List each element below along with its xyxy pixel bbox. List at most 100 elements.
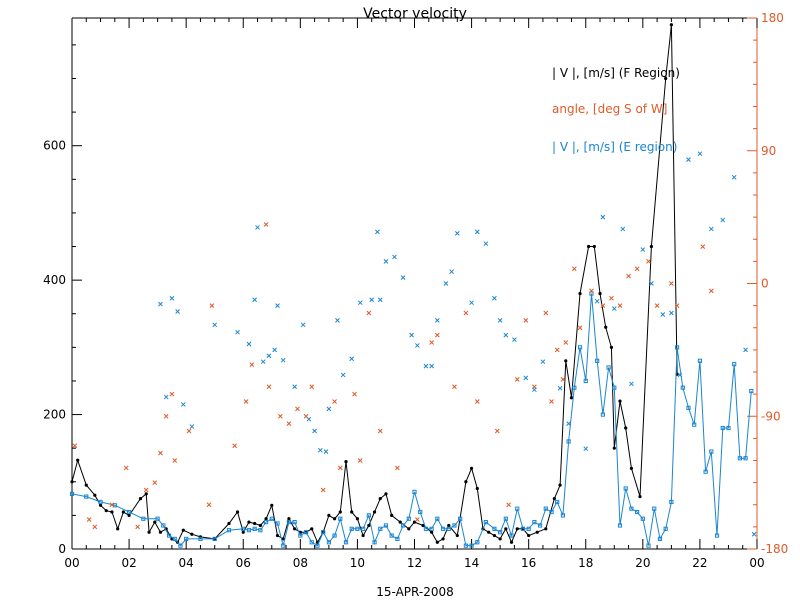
data-point <box>186 428 192 434</box>
data-point <box>309 540 314 545</box>
data-point <box>266 353 272 359</box>
data-point <box>158 450 163 456</box>
data-point <box>335 318 340 323</box>
data-point <box>697 358 703 363</box>
data-point <box>677 372 683 378</box>
data-point <box>309 384 315 390</box>
data-point <box>430 530 434 534</box>
data-point <box>577 345 583 350</box>
data-point <box>720 217 726 223</box>
data-point <box>123 465 129 471</box>
data-point <box>564 359 568 363</box>
data-point <box>654 303 660 308</box>
data-point <box>732 362 737 367</box>
data-point <box>635 509 640 515</box>
data-point <box>209 303 215 308</box>
data-point <box>286 520 292 525</box>
y-right-tick-label: 90 <box>761 144 776 158</box>
data-point <box>93 493 97 497</box>
data-point <box>743 347 748 353</box>
data-point <box>138 496 143 501</box>
data-point <box>714 533 720 538</box>
data-point <box>520 526 526 531</box>
data-point <box>626 273 631 279</box>
data-point <box>566 421 571 426</box>
data-point <box>452 384 457 390</box>
data-point <box>400 523 406 528</box>
x-tick-label: 10 <box>350 556 365 570</box>
data-point <box>421 523 425 528</box>
data-point <box>395 465 400 471</box>
x-tick-label: 16 <box>521 556 536 570</box>
data-point <box>412 489 417 494</box>
data-point <box>247 520 251 524</box>
data-point <box>598 291 602 296</box>
data-point <box>594 298 600 304</box>
data-point <box>515 506 520 511</box>
data-point <box>321 530 326 535</box>
x-tick-label: 12 <box>407 556 422 570</box>
data-point <box>669 281 674 286</box>
x-tick-label: 06 <box>236 556 251 570</box>
data-point <box>423 363 429 369</box>
data-point <box>326 540 331 545</box>
data-point <box>515 527 519 531</box>
data-point <box>415 343 420 348</box>
data-point <box>292 520 297 525</box>
data-point <box>560 513 566 518</box>
data-point <box>141 516 146 521</box>
data-point <box>287 517 291 521</box>
legend-entry-e-region: | V |, [m/s] (E region) <box>552 140 677 154</box>
data-point <box>708 288 714 294</box>
data-point <box>447 523 451 528</box>
data-point <box>377 297 383 303</box>
data-point <box>181 528 185 532</box>
data-point <box>372 510 377 514</box>
data-point <box>483 241 489 247</box>
data-point <box>263 520 269 525</box>
x-tick-label: 18 <box>578 556 593 570</box>
data-point <box>389 533 394 538</box>
data-point <box>235 329 240 335</box>
data-point <box>116 527 120 531</box>
data-point <box>620 226 626 232</box>
data-point <box>355 526 360 531</box>
data-point <box>383 259 389 264</box>
data-point <box>475 486 479 491</box>
data-point <box>703 469 708 474</box>
data-point <box>407 527 411 531</box>
data-point <box>435 516 440 521</box>
data-point <box>357 300 363 306</box>
data-point <box>269 516 274 521</box>
data-point <box>69 491 75 496</box>
data-point <box>332 533 337 538</box>
data-point <box>312 428 317 434</box>
data-point <box>512 337 517 342</box>
data-point <box>378 526 383 531</box>
data-point <box>366 513 371 518</box>
data-point <box>669 499 674 505</box>
data-point <box>503 332 509 338</box>
data-point <box>406 516 411 521</box>
data-point <box>572 385 577 390</box>
data-point <box>272 347 277 353</box>
x-tick-label: 20 <box>635 556 650 570</box>
data-point <box>549 399 554 404</box>
data-point <box>617 303 623 308</box>
x-tick-label: 00 <box>749 556 764 570</box>
data-point <box>686 157 691 162</box>
data-point <box>452 523 457 528</box>
x-axis-label: 15-APR-2008 <box>376 585 454 599</box>
data-point <box>686 405 691 410</box>
data-point <box>558 483 562 487</box>
data-point <box>198 536 203 542</box>
data-point <box>409 332 414 338</box>
data-point <box>557 385 563 391</box>
data-point <box>503 516 508 521</box>
data-point <box>543 310 549 316</box>
data-point <box>190 532 194 536</box>
data-point <box>361 526 366 531</box>
data-point <box>492 533 497 538</box>
data-point <box>212 536 217 542</box>
data-point <box>98 503 103 507</box>
